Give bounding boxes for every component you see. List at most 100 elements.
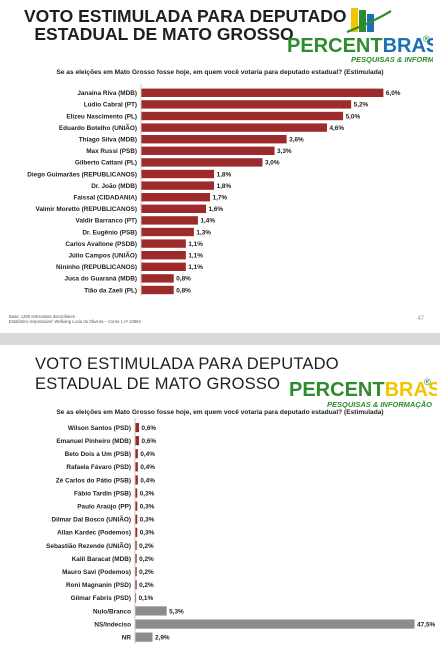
slide-2-title: VOTO ESTIMULADA PARA DEPUTADO ESTADUAL D…	[35, 355, 339, 393]
category-label: Dilmar Dal Bosco (UNIÃO)	[51, 515, 131, 524]
value-label: 0,1%	[139, 595, 154, 602]
bar	[141, 123, 327, 132]
value-label: 0,3%	[140, 530, 155, 537]
value-label: 0,8%	[176, 287, 191, 294]
logo-word-1: PERCENT	[287, 35, 383, 57]
category-label: Sebastião Rezende (UNIÃO)	[46, 541, 131, 550]
value-label: 0,2%	[139, 543, 154, 550]
bar	[141, 169, 215, 179]
value-label: 47,5%	[417, 621, 435, 628]
bar	[135, 514, 138, 524]
value-label: 0,3%	[140, 490, 155, 497]
survey-question: Se as eleições em Mato Grosso fosse hoje…	[56, 409, 384, 416]
bar	[141, 181, 215, 190]
category-label: Max Russi (PSB)	[86, 148, 137, 155]
category-label: NR	[122, 634, 132, 641]
category-label: Dr. João (MDB)	[91, 183, 137, 190]
logo-word-1: PERCENT	[289, 379, 385, 401]
value-label: 0,4%	[140, 464, 155, 471]
bar	[135, 475, 138, 485]
value-label: 1,6%	[209, 206, 224, 213]
category-label: Roni Magnanin (PSD)	[66, 582, 131, 589]
category-label: Beto Dois a Um (PSB)	[65, 451, 131, 458]
value-label: 1,3%	[196, 229, 211, 236]
footer-statistician: Estatístico responsável: Wellwing Lucia …	[9, 319, 141, 325]
bar	[141, 88, 384, 97]
bar	[135, 501, 138, 511]
svg-text:PERCENTBRASIL: PERCENTBRASIL	[287, 35, 433, 57]
category-label: Wilson Santos (PSD)	[68, 425, 131, 432]
category-label: Eduardo Botelho (UNIÃO)	[59, 123, 137, 132]
logo-tagline: PESQUISAS & INFORMAÇÃO	[351, 55, 433, 64]
category-label: Carlos Avallone (PSDB)	[65, 241, 137, 248]
bar	[141, 216, 198, 225]
title-line-1: VOTO ESTIMULADA PARA DEPUTADO	[35, 355, 339, 373]
slide-1-title: VOTO ESTIMULADA PARA DEPUTADO ESTADUAL D…	[24, 6, 347, 44]
logo-word-2: BRASIL	[383, 35, 433, 57]
value-label: 1,1%	[188, 253, 203, 260]
category-label: Allan Kardec (Podemos)	[57, 530, 131, 537]
value-label: 0,4%	[140, 451, 155, 458]
value-label: 6,0%	[386, 90, 401, 97]
value-label: 2,9%	[155, 634, 170, 641]
chart-1: Janaina Riva (MDB) 6,0% Lúdio Cabral (PT) 5…	[27, 84, 401, 296]
category-label: Rafaela Fávaro (PSD)	[66, 464, 131, 471]
category-label: Janaina Riva (MDB)	[77, 90, 137, 97]
svg-text:PERCENTBRASIL: PERCENTBRASIL	[289, 379, 437, 401]
bar	[141, 285, 174, 295]
bar	[135, 606, 167, 616]
title-line-2: ESTADUAL DE MATO GROSSO	[34, 23, 294, 44]
percent-brasil-logo: PERCENTBRASIL ® PESQUISAS & INFORMAÇÃO	[287, 372, 437, 414]
value-label: 0,2%	[139, 582, 154, 589]
value-label: 1,4%	[200, 218, 215, 225]
category-label: Diego Guimarães (REPUBLICANOS)	[27, 171, 137, 178]
value-label: 0,8%	[176, 276, 191, 283]
bar	[135, 580, 137, 590]
category-label: NS/Indeciso	[94, 621, 131, 628]
bar	[141, 146, 275, 155]
value-label: 1,8%	[217, 171, 232, 178]
category-label: Gilmar Fabris (PSD)	[71, 595, 131, 602]
value-label: 0,2%	[139, 556, 154, 563]
bar	[141, 100, 352, 109]
page-number: 47	[417, 316, 424, 322]
category-label: Emanuel Pinheiro (MDB)	[56, 438, 131, 445]
category-label: Gilberto Cattani (PL)	[75, 160, 137, 167]
category-label: Nininho (REPUBLICANOS)	[56, 264, 137, 271]
slide-footer: Base: 1200 entrevistas domiciliares Esta…	[9, 314, 141, 325]
value-label: 0,6%	[142, 438, 157, 445]
value-label: 0,6%	[142, 425, 157, 432]
title-line-1: VOTO ESTIMULADA PARA DEPUTADO	[24, 6, 347, 26]
bar	[135, 449, 138, 459]
logo-mark-icon	[346, 8, 392, 34]
survey-question: Se as eleições em Mato Grosso fosse hoje…	[56, 69, 384, 76]
category-label: Dr. Eugênio (PSB)	[82, 229, 137, 236]
bar	[141, 111, 344, 121]
value-label: 3,0%	[265, 160, 280, 167]
bar	[135, 567, 137, 577]
category-label: Fábio Tardin (PSB)	[74, 490, 131, 497]
value-label: 0,3%	[140, 517, 155, 524]
bar	[141, 262, 186, 271]
bar	[141, 158, 263, 167]
bar	[135, 436, 140, 446]
slide-2: VOTO ESTIMULADA PARA DEPUTADO ESTADUAL D…	[0, 345, 440, 656]
category-label: Valmir Moretto (REPUBLICANOS)	[35, 206, 137, 213]
value-label: 0,4%	[140, 477, 155, 484]
value-label: 1,1%	[188, 264, 203, 271]
category-label: Paulo Araújo (PP)	[77, 503, 131, 510]
category-label: Júlio Campos (UNIÃO)	[68, 251, 137, 260]
title-line-2: ESTADUAL DE MATO GROSSO	[35, 374, 281, 393]
value-label: 5,2%	[354, 102, 369, 109]
category-label: Nulo/Branco	[93, 608, 131, 615]
category-label: Elizeu Nascimento (PL)	[66, 113, 137, 120]
bar	[135, 462, 138, 472]
value-label: 1,1%	[188, 241, 203, 248]
value-label: 1,8%	[217, 183, 232, 190]
logo-word-2: BRASIL	[385, 379, 437, 401]
bar	[141, 274, 174, 283]
category-label: Kalil Baracat (MDB)	[72, 556, 131, 563]
chart-2: Wilson Santos (PSD) 0,6% Emanuel Pinheiro …	[46, 418, 436, 644]
percent-brasil-logo: PERCENTBRASIL ® PESQUISAS & INFORMAÇÃO	[283, 8, 433, 64]
bar	[141, 227, 194, 237]
